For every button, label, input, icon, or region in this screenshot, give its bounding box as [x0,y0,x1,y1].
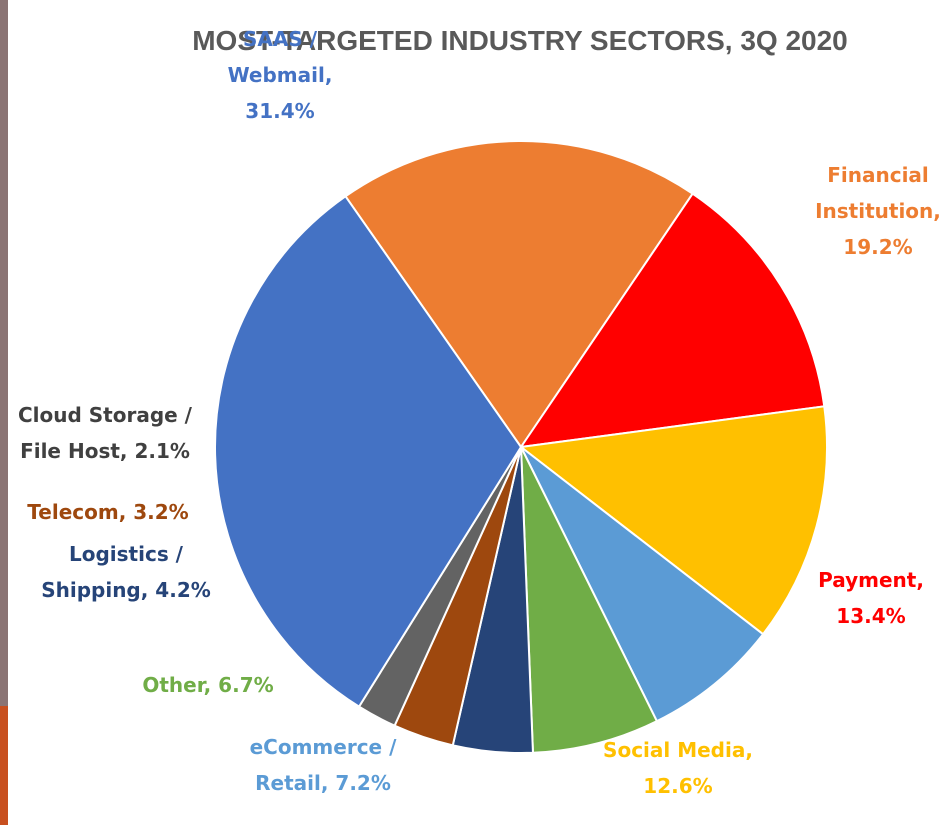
slice-label-line: Payment, [818,568,924,592]
slice-label-8: SAAS / Webmail, 31.4% [228,27,333,123]
pie-slice-8 [214,194,523,708]
pie-slices [214,140,828,754]
slice-label-line: Financial [827,163,929,187]
slice-label-line: Webmail, [228,63,333,87]
slice-label-line: Logistics / [69,542,184,566]
slice-label-line: Shipping, 4.2% [41,578,211,602]
slice-label-3: eCommerce / Retail, 7.2% [250,735,397,795]
slice-label-line: Telecom, 3.2% [27,500,188,524]
slice-label-4: Other, 6.7% [142,673,273,697]
pie-slice-1 [518,192,826,449]
slice-labels: Financial Institution, 19.2% Payment, 13.4% S… [18,27,941,798]
slice-label-line: 19.2% [843,235,912,259]
slice-label-line: File Host, 2.1% [20,439,190,463]
pie-slice-0 [344,140,695,449]
slice-label-1: Payment, 13.4% [818,568,924,628]
slice-label-line: Institution, [815,199,941,223]
slice-label-2: Social Media, 12.6% [603,738,753,798]
slice-label-line: eCommerce / [250,735,397,759]
chart-title: MOST-TARGETED INDUSTRY SECTORS, 3Q 2020 [192,25,848,56]
chart-card: MOST-TARGETED INDUSTRY SECTORS, 3Q 2020 … [8,0,943,825]
slice-label-line: Social Media, [603,738,753,762]
slice-label-7: Cloud Storage / File Host, 2.1% [18,403,193,463]
pie-slice-4 [520,446,659,754]
slice-label-line: Retail, 7.2% [255,771,391,795]
slice-label-line: Cloud Storage / [18,403,193,427]
slice-label-line: 31.4% [245,99,314,123]
slice-label-line: SAAS / [243,27,318,51]
slice-label-0: Financial Institution, 19.2% [815,163,941,259]
slice-label-line: 12.6% [643,774,712,798]
pie-chart: MOST-TARGETED INDUSTRY SECTORS, 3Q 2020 … [18,25,941,798]
pie-slice-3 [520,446,765,723]
slice-label-line: Other, 6.7% [142,673,273,697]
slice-label-5: Logistics / Shipping, 4.2% [41,542,211,602]
pie-slice-2 [518,405,828,636]
slice-label-line: 13.4% [836,604,905,628]
slice-label-6: Telecom, 3.2% [27,500,188,524]
